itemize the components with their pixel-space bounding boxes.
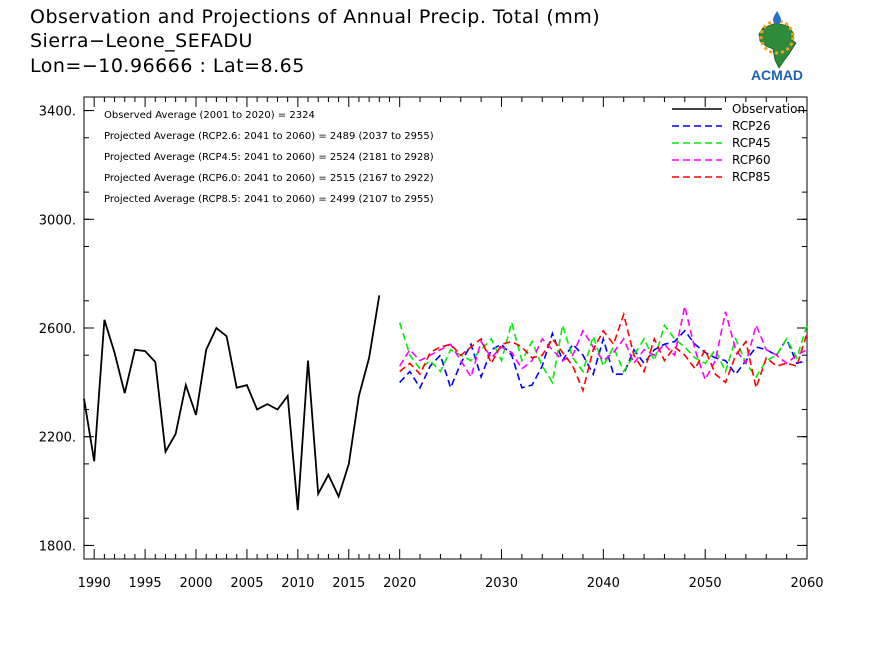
x-tick-label: 2005 xyxy=(230,576,263,591)
x-tick-label: 2020 xyxy=(383,576,416,591)
series-line-rcp45 xyxy=(398,319,808,385)
chart-title: Observation and Projections of Annual Pr… xyxy=(30,6,601,28)
note-rcp26-average: Projected Average (RCP2.6: 2041 to 2060)… xyxy=(104,131,434,142)
y-tick-label: 3400. xyxy=(39,105,76,120)
y-tick-label: 3000. xyxy=(39,213,76,228)
series-line-rcp26 xyxy=(399,329,808,391)
x-tick-label: 2000 xyxy=(179,576,212,591)
y-tick-label: 2600. xyxy=(39,322,76,337)
legend-label-observation: Observation xyxy=(732,102,805,116)
notes-box: Observed Average (2001 to 2020) = 2324 P… xyxy=(104,110,434,205)
x-tick-label: 2040 xyxy=(587,576,620,591)
series-line-rcp85 xyxy=(399,311,808,394)
x-tick-label: 1990 xyxy=(78,576,111,591)
legend-label-rcp45: RCP45 xyxy=(732,136,771,150)
axes: 1800. 2200. 2600. 3000. 3400. 1990 1995 2000 200… xyxy=(39,97,824,591)
series-line-rcp60 xyxy=(399,306,808,382)
note-observed-average: Observed Average (2001 to 2020) = 2324 xyxy=(104,110,315,121)
chart-subtitle-station: Sierra−Leone_SEFADU xyxy=(30,30,253,52)
chart-subtitle-coordinates: Lon=−10.96666 : Lat=8.65 xyxy=(30,55,305,77)
y-tick-label: 2200. xyxy=(39,431,76,446)
x-tick-label: 2010 xyxy=(281,576,314,591)
note-rcp45-average: Projected Average (RCP4.5: 2041 to 2060)… xyxy=(104,152,434,163)
x-tick-label: 2060 xyxy=(790,576,823,591)
africa-map-icon: ACMAD xyxy=(751,11,803,83)
legend-label-rcp85: RCP85 xyxy=(732,170,771,184)
series-layer xyxy=(83,295,808,511)
acmad-logo: ACMAD xyxy=(751,11,803,83)
legend-label-rcp60: RCP60 xyxy=(732,153,771,167)
x-tick-label: 2015 xyxy=(332,576,365,591)
legend-label-rcp26: RCP26 xyxy=(732,119,771,133)
y-tick-label: 1800. xyxy=(39,539,76,554)
series-line-observation xyxy=(83,295,381,511)
note-rcp85-average: Projected Average (RCP8.5: 2041 to 2060)… xyxy=(104,194,434,205)
logo-text: ACMAD xyxy=(751,67,803,83)
x-tick-label: 2050 xyxy=(689,576,722,591)
x-tick-label: 1995 xyxy=(129,576,162,591)
note-rcp60-average: Projected Average (RCP6.0: 2041 to 2060)… xyxy=(104,173,434,184)
plot-frame xyxy=(83,96,808,560)
legend: Observation RCP26 RCP45 RCP60 RCP85 xyxy=(672,102,805,184)
x-tick-label: 2030 xyxy=(485,576,518,591)
